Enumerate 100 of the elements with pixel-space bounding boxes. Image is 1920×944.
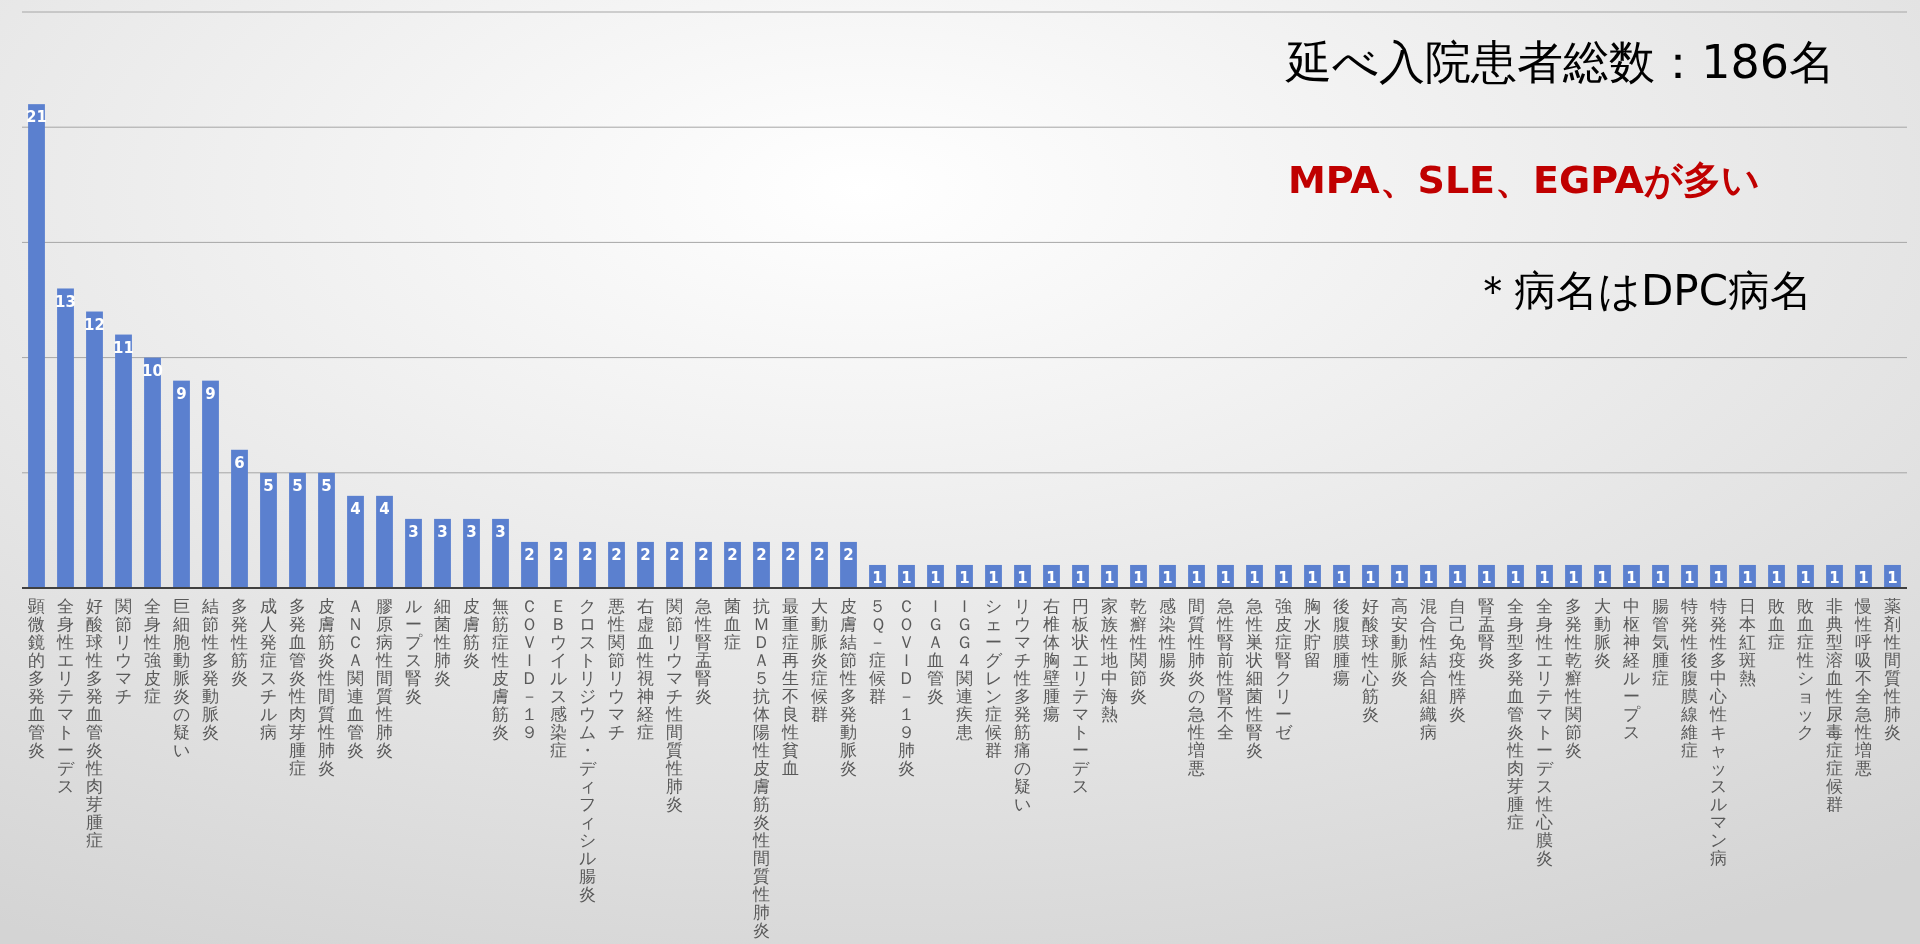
category-label: 皮膚結節性多発動脈炎 (840, 596, 857, 778)
category-label: ＥＢウイルス感染症 (550, 596, 567, 760)
data-label: 4 (379, 500, 390, 519)
data-label: 1 (988, 569, 999, 588)
x-tick-label: ＣＯＶＩＤ－１９ (521, 596, 538, 742)
x-tick-label: 腎盂腎炎 (1478, 596, 1495, 670)
annotation: ＊病名はDPC病名 (1472, 265, 1812, 315)
x-tick-label: 自己免疫性膵炎 (1448, 596, 1466, 724)
data-label: 1 (1249, 569, 1260, 588)
category-label: 最重症再生不良性貧血 (782, 596, 799, 778)
data-label: 1 (1568, 569, 1579, 588)
category-label: 全身性エリテマトーデス (57, 596, 74, 796)
x-tick-label: 菌血症 (724, 596, 741, 652)
data-label: 1 (1336, 569, 1347, 588)
data-label: 3 (408, 523, 419, 542)
x-tick-label: 大動脈炎症候群 (811, 596, 828, 724)
category-label: 多発性乾癬性関節炎 (1565, 596, 1582, 760)
data-label: 2 (524, 546, 535, 565)
category-label: リウマチ性多発筋痛の疑い (1014, 596, 1031, 814)
annotation: MPA、SLE、EGPAが多い (1287, 158, 1760, 202)
x-tick-label: 多発性筋炎 (230, 596, 248, 688)
x-tick-label: 急性腎盂腎炎 (694, 596, 712, 706)
category-label: 関節リウマチ性間質性肺炎 (666, 596, 683, 814)
category-label: 多発血管炎性肉芽腫症 (289, 596, 306, 778)
category-label: 膠原病性間質性肺炎 (376, 596, 393, 760)
data-label: 1 (1365, 569, 1376, 588)
data-label: 1 (1771, 569, 1782, 588)
data-label: 2 (669, 546, 680, 565)
category-label: ＣＯＶＩＤ－１９肺炎 (898, 596, 915, 778)
data-label: 2 (843, 546, 854, 565)
x-tick-label: 感染性腸炎 (1158, 596, 1176, 688)
x-tick-label: 中枢神経ループス (1622, 596, 1641, 742)
category-label: 非典型溶血性尿毒症症候群 (1826, 596, 1843, 814)
data-label: 1 (1713, 569, 1724, 588)
category-label: 皮膚筋炎性間質性肺炎 (318, 596, 335, 778)
category-label: クロストリジウム・ディフィシル腸炎 (579, 596, 596, 904)
x-tick-label: 結節性多発動脈炎 (201, 596, 219, 742)
category-label: 巨細胞動脈炎の疑い (173, 596, 190, 760)
x-tick-label: 強皮症腎クリーゼ (1275, 596, 1293, 742)
data-label: 9 (176, 384, 187, 403)
x-tick-label: 敗血症 (1768, 596, 1785, 652)
category-label: 好酸球性多発血管炎性肉芽腫症 (86, 596, 103, 850)
x-tick-label: 大動脈炎 (1594, 596, 1611, 670)
data-label: 3 (495, 523, 506, 542)
category-label: シェーグレン症候群 (985, 596, 1002, 760)
data-label: 2 (727, 546, 738, 565)
x-tick-label: 混合性結合組織病 (1419, 596, 1437, 742)
category-label: 特発性後腹膜線維症 (1681, 596, 1698, 760)
category-label: 全身性エリテマトーデス性心膜炎 (1536, 596, 1553, 868)
data-label: 2 (582, 546, 593, 565)
data-label: 1 (1133, 569, 1144, 588)
x-tick-label: 右椎体胸壁腫瘍 (1043, 596, 1060, 724)
data-label: 1 (901, 569, 912, 588)
data-label: 1 (1800, 569, 1811, 588)
data-label: 5 (263, 477, 274, 495)
data-label: 5 (321, 477, 332, 495)
data-label: 1 (1626, 569, 1637, 588)
x-tick-label: 全身性強皮症 (143, 596, 161, 706)
data-label: 1 (1452, 569, 1463, 588)
data-label: 1 (1278, 569, 1289, 588)
data-label: 1 (1510, 569, 1521, 588)
x-tick-label: 家族性地中海熱 (1100, 596, 1118, 724)
data-label: 1 (1307, 569, 1318, 588)
x-tick-label: 細菌性肺炎 (433, 596, 451, 688)
data-label: 1 (1887, 569, 1898, 588)
data-label: 2 (553, 546, 564, 565)
data-label: 9 (205, 384, 216, 403)
category-label: 全身型多発血管炎性肉芽腫症 (1507, 596, 1524, 832)
data-label: 1 (1394, 569, 1405, 588)
data-label: 1 (1539, 569, 1550, 588)
data-label: 3 (437, 523, 448, 542)
x-tick-label: 腸管気腫症 (1652, 596, 1669, 688)
x-tick-label: 皮膚筋炎 (463, 596, 480, 670)
x-tick-label: 悪性関節リウマチ (607, 596, 625, 742)
data-label: 1 (1191, 569, 1202, 588)
data-label: 1 (1220, 569, 1231, 588)
data-label: 1 (1481, 569, 1492, 588)
data-label: 1 (1742, 569, 1753, 588)
x-tick-label: 右虚血性視神経症 (636, 596, 654, 742)
data-label: 1 (1017, 569, 1028, 588)
x-tick-label: ループス腎炎 (405, 596, 423, 706)
data-label: 2 (611, 546, 622, 565)
category-label: 顕微鏡的多発血管炎 (28, 596, 45, 760)
category-label: 急性巣状細菌性腎炎 (1246, 596, 1263, 760)
x-tick-label: 無筋症性皮膚筋炎 (491, 596, 509, 742)
x-tick-label: 日本紅斑熱 (1739, 596, 1756, 688)
x-tick-label: 薬剤性間質性肺炎 (1883, 596, 1901, 742)
data-label: 1 (1684, 569, 1695, 588)
x-tick-label: 胸水貯留 (1304, 596, 1321, 670)
data-label: 2 (640, 546, 651, 565)
data-label: 1 (1829, 569, 1840, 588)
annotation: 延べ入院患者総数：186名 (1285, 35, 1835, 89)
data-label: 1 (872, 569, 883, 588)
category-label: 特発性多中心性キャッスルマン病 (1710, 596, 1727, 868)
x-tick-label: ＩＧＡ血管炎 (927, 596, 944, 706)
data-label: 2 (756, 546, 767, 565)
category-label: 慢性呼吸不全急性増悪 (1855, 596, 1872, 778)
data-label: 1 (959, 569, 970, 588)
category-label: 間質性肺炎の急性増悪 (1188, 596, 1205, 778)
x-tick-label: 急性腎前性腎不全 (1216, 596, 1234, 742)
